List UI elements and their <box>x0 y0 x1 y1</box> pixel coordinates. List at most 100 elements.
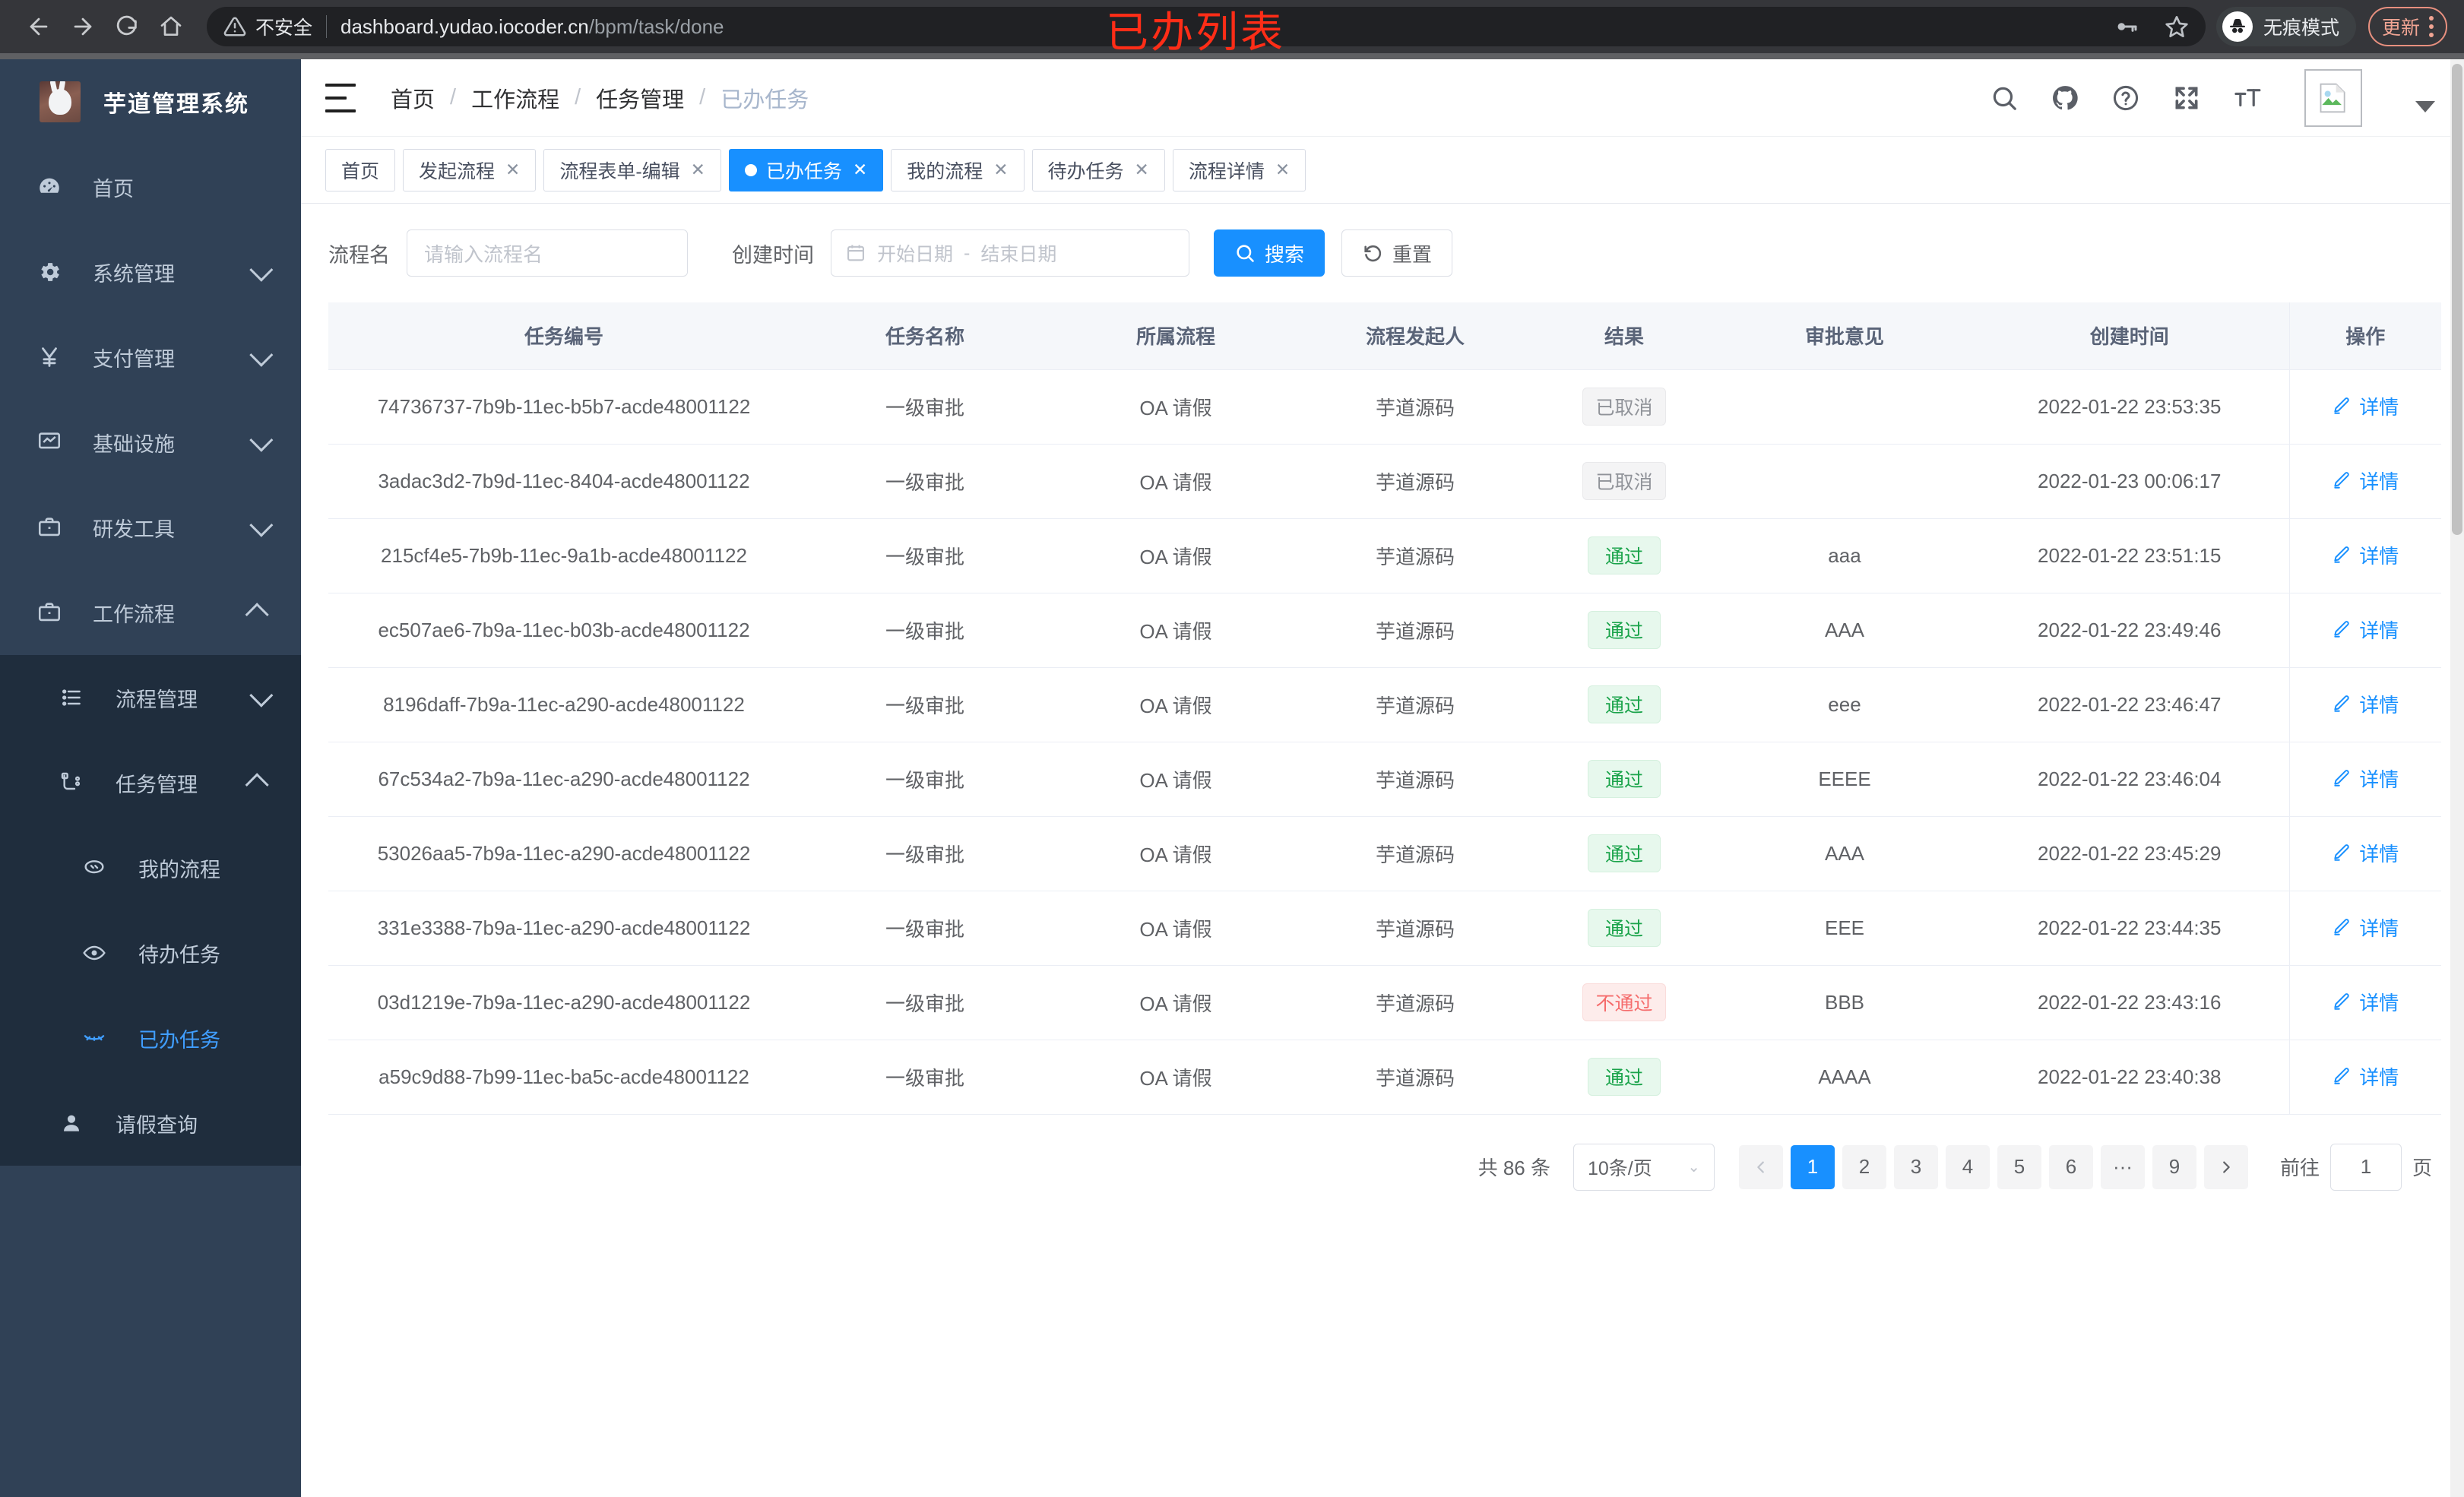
bookmark-star-icon[interactable] <box>2165 14 2189 39</box>
avatar[interactable] <box>2304 68 2362 127</box>
forward-icon[interactable] <box>61 5 105 49</box>
search-icon <box>1234 242 1256 264</box>
page-button-1[interactable]: 1 <box>1790 1144 1835 1189</box>
cell-task-id: a59c9d88-7b99-11ec-ba5c-acde48001122 <box>328 1040 800 1115</box>
cell-comment: EEE <box>1719 891 1970 966</box>
detail-link[interactable]: 详情 <box>2332 541 2399 569</box>
cell-created-time: 2022-01-22 23:43:16 <box>1970 965 2289 1040</box>
status-badge: 通过 <box>1588 685 1661 723</box>
hamburger-icon[interactable] <box>325 83 359 112</box>
search-icon[interactable] <box>1990 84 2019 112</box>
sidebar-item-home[interactable]: 首页 <box>0 144 301 229</box>
help-circle-icon[interactable] <box>2111 84 2140 112</box>
cell-comment: BBB <box>1719 965 1970 1040</box>
date-range-picker[interactable]: 开始日期 - 结束日期 <box>831 229 1189 277</box>
sidebar-item-payment[interactable]: 支付管理 <box>0 315 301 400</box>
cell-created-time: 2022-01-22 23:45:29 <box>1970 816 2289 891</box>
sidebar-item-system[interactable]: 系统管理 <box>0 229 301 315</box>
cell-process: OA 请假 <box>1050 965 1301 1040</box>
font-size-icon[interactable] <box>2233 84 2262 112</box>
page-button-3[interactable]: 3 <box>1893 1144 1938 1189</box>
tab-start-process[interactable]: 发起流程 ✕ <box>403 148 537 191</box>
cell-result: 通过 <box>1529 891 1719 966</box>
home-icon[interactable] <box>149 5 193 49</box>
sidebar-item-done-tasks[interactable]: 已办任务 <box>0 995 301 1081</box>
sidebar-item-infrastructure[interactable]: 基础设施 <box>0 400 301 485</box>
close-icon[interactable]: ✕ <box>993 160 1009 179</box>
pencil-icon <box>2332 619 2352 639</box>
cell-created-time: 2022-01-22 23:46:47 <box>1970 667 2289 742</box>
github-icon[interactable] <box>2051 84 2079 112</box>
tab-done-tasks[interactable]: 已办任务 ✕ <box>728 148 884 191</box>
reset-button[interactable]: 重置 <box>1341 229 1453 277</box>
sidebar-item-devtools[interactable]: 研发工具 <box>0 485 301 570</box>
brand[interactable]: 芋道管理系统 <box>0 59 301 144</box>
breadcrumb-item-task-management[interactable]: 任务管理 <box>596 87 685 112</box>
breadcrumb-item-workflow[interactable]: 工作流程 <box>471 87 560 112</box>
detail-link[interactable]: 详情 <box>2332 764 2399 793</box>
page-size-select[interactable]: 10条/页 ⌄ <box>1572 1143 1715 1191</box>
chrome-menu-icon[interactable] <box>2429 16 2434 37</box>
page-button-9[interactable]: 9 <box>2152 1144 2196 1189</box>
detail-link[interactable]: 详情 <box>2332 988 2399 1016</box>
detail-link[interactable]: 详情 <box>2332 839 2399 867</box>
topbar: 首页 / 工作流程 / 任务管理 / 已办任务 <box>301 59 2464 137</box>
sidebar-item-process-management[interactable]: 流程管理 <box>0 655 301 740</box>
fullscreen-icon[interactable] <box>2172 84 2201 112</box>
status-badge: 通过 <box>1588 536 1661 574</box>
page-ellipsis[interactable]: ··· <box>2100 1144 2145 1189</box>
prev-page-button[interactable] <box>1738 1144 1783 1189</box>
detail-link[interactable]: 详情 <box>2332 690 2399 718</box>
page-button-4[interactable]: 4 <box>1945 1144 1990 1189</box>
back-icon[interactable] <box>17 5 61 49</box>
cell-task-id: ec507ae6-7b9a-11ec-b03b-acde48001122 <box>328 593 800 668</box>
close-icon[interactable]: ✕ <box>1134 160 1149 179</box>
eye-closed-icon <box>82 1026 119 1050</box>
tab-my-process[interactable]: 我的流程 ✕ <box>891 148 1025 191</box>
th-result: 结果 <box>1529 302 1719 370</box>
update-button[interactable]: 更新 <box>2367 7 2447 46</box>
breadcrumb-item-home[interactable]: 首页 <box>391 87 435 112</box>
sidebar-item-todo-tasks[interactable]: 待办任务 <box>0 910 301 995</box>
password-key-icon[interactable] <box>2114 14 2139 39</box>
detail-link[interactable]: 详情 <box>2332 616 2399 644</box>
detail-link[interactable]: 详情 <box>2332 467 2399 495</box>
close-icon[interactable]: ✕ <box>505 160 521 179</box>
page-button-6[interactable]: 6 <box>2048 1144 2093 1189</box>
chevron-down-icon <box>249 513 274 537</box>
sidebar-item-workflow[interactable]: 工作流程 <box>0 570 301 655</box>
close-icon[interactable]: ✕ <box>1275 160 1291 179</box>
reload-icon[interactable] <box>105 5 149 49</box>
detail-link-label: 详情 <box>2359 470 2399 493</box>
close-icon[interactable]: ✕ <box>690 160 705 179</box>
cell-process: OA 请假 <box>1050 816 1301 891</box>
detail-link[interactable]: 详情 <box>2332 392 2399 420</box>
update-label: 更新 <box>2381 17 2420 39</box>
detail-link[interactable]: 详情 <box>2332 1062 2399 1090</box>
close-icon[interactable]: ✕ <box>852 160 868 179</box>
page-button-5[interactable]: 5 <box>1997 1144 2041 1189</box>
cell-task-name: 一级审批 <box>800 891 1050 966</box>
tab-home[interactable]: 首页 <box>325 148 396 191</box>
tab-label: 首页 <box>341 160 380 182</box>
tab-process-detail[interactable]: 流程详情 ✕ <box>1172 148 1306 191</box>
tab-todo-tasks[interactable]: 待办任务 ✕ <box>1031 148 1165 191</box>
cell-operation: 详情 <box>2288 816 2441 891</box>
th-task-name: 任务名称 <box>800 302 1050 370</box>
caret-down-icon[interactable] <box>2415 101 2435 112</box>
sidebar-item-task-management[interactable]: 任务管理 <box>0 740 301 825</box>
incognito-badge[interactable]: 无痕模式 <box>2215 7 2356 46</box>
detail-link[interactable]: 详情 <box>2332 913 2399 942</box>
cell-task-name: 一级审批 <box>800 444 1050 519</box>
next-page-button[interactable] <box>2203 1144 2248 1189</box>
jump-page-input[interactable]: 1 <box>2329 1143 2402 1191</box>
sidebar-item-leave-query[interactable]: 请假查询 <box>0 1081 301 1166</box>
sidebar-item-my-process[interactable]: 我的流程 <box>0 825 301 910</box>
page-scrollbar-thumb[interactable] <box>2452 64 2462 535</box>
search-button[interactable]: 搜索 <box>1214 229 1325 277</box>
address-bar[interactable]: 不安全 dashboard.yudao.iocoder.cn/bpm/task/… <box>207 7 2206 46</box>
search-input[interactable]: 请输入流程名 <box>407 229 688 277</box>
tab-process-form-edit[interactable]: 流程表单-编辑 ✕ <box>543 148 721 191</box>
cell-task-name: 一级审批 <box>800 1040 1050 1115</box>
page-button-2[interactable]: 2 <box>1842 1144 1886 1189</box>
